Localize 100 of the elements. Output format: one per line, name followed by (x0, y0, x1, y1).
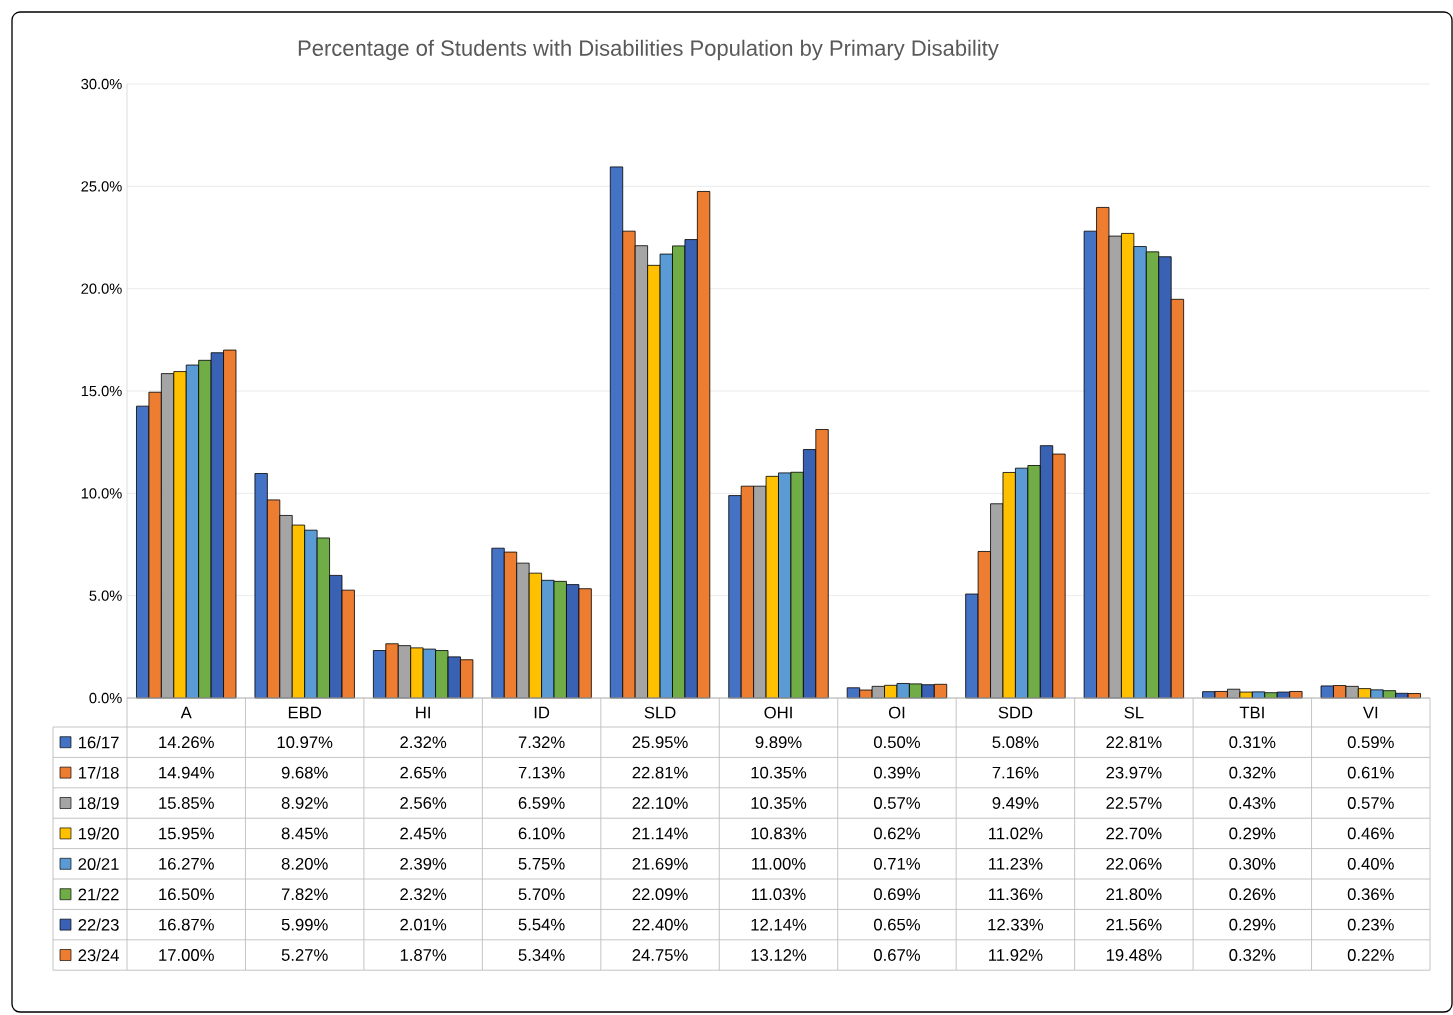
data-label: 1.87% (400, 949, 447, 961)
x-tick-label: OHI (764, 706, 792, 719)
x-tick-label: OI (888, 706, 905, 719)
data-label: 11.02% (989, 827, 1043, 840)
data-label: 6.10% (518, 827, 565, 840)
data-label: 6.59% (518, 797, 565, 809)
data-label: 22.40% (632, 918, 688, 931)
data-label: 15.85% (159, 797, 214, 809)
data-label: 7.32% (518, 736, 565, 749)
data-label: 22.10% (632, 797, 688, 809)
data-label: 0.50% (873, 736, 920, 749)
data-label: 17.00% (159, 949, 214, 961)
y-tick-label: 5.0% (89, 590, 122, 601)
data-label: 0.59% (1347, 736, 1394, 749)
data-label: 0.22% (1347, 949, 1394, 961)
data-label: 0.61% (1347, 766, 1394, 779)
data-label: 9.89% (755, 736, 802, 749)
data-label: 0.36% (1347, 888, 1394, 901)
y-tick-label: 10.0% (81, 488, 122, 499)
legend-label: 16/17 (78, 736, 119, 749)
data-label: 0.62% (873, 827, 920, 840)
data-label: 22.09% (632, 888, 688, 901)
data-label: 11.03% (752, 888, 806, 901)
data-label: 0.32% (1229, 949, 1276, 961)
data-label: 21.69% (632, 857, 688, 870)
data-label: 0.46% (1347, 827, 1394, 840)
legend-label: 17/18 (78, 766, 119, 779)
data-label: 0.39% (873, 766, 920, 779)
data-label: 22.81% (1106, 736, 1162, 749)
data-label: 2.32% (400, 736, 447, 749)
data-label: 5.70% (518, 888, 565, 901)
data-label: 0.57% (873, 797, 920, 809)
data-label: 5.75% (518, 857, 565, 870)
data-label: 21.80% (1106, 888, 1162, 901)
data-label: 16.50% (159, 888, 214, 901)
data-label: 22.06% (1106, 857, 1162, 870)
data-label: 2.32% (400, 888, 447, 901)
data-label: 14.26% (159, 736, 214, 749)
y-tick-label: 25.0% (81, 181, 122, 192)
data-label: 2.45% (400, 827, 447, 840)
data-label: 0.43% (1229, 797, 1276, 809)
legend-label: 18/19 (78, 796, 119, 810)
data-label: 10.35% (751, 797, 807, 809)
legend-label: 23/24 (78, 948, 119, 962)
y-tick-label: 0.0% (89, 692, 122, 704)
data-label: 0.31% (1229, 736, 1276, 749)
x-tick-label: EBD (288, 706, 322, 719)
chart-title: Percentage of Students with Disabilities Population by Primary Disability (298, 39, 999, 61)
legend-label: 21/22 (78, 888, 119, 901)
data-label: 0.65% (873, 918, 920, 931)
legend-label: 19/20 (78, 827, 119, 840)
data-label: 11.00% (752, 857, 806, 870)
data-label: 5.99% (281, 918, 328, 931)
data-label: 16.27% (159, 857, 214, 870)
x-tick-label: SDD (998, 706, 1033, 719)
data-label: 8.92% (281, 797, 328, 809)
data-label: 0.57% (1347, 797, 1394, 809)
data-label: 7.13% (518, 766, 565, 779)
x-tick-label: VI (1363, 706, 1378, 719)
data-label: 10.97% (277, 736, 333, 749)
data-label: 16.87% (159, 918, 214, 931)
data-label: 0.32% (1229, 766, 1276, 779)
data-label: 22.57% (1106, 797, 1162, 809)
y-tick-label: 20.0% (81, 283, 122, 294)
x-tick-label: SL (1124, 706, 1144, 719)
data-label: 23.97% (1106, 766, 1162, 779)
data-label: 15.95% (159, 827, 214, 840)
y-tick-label: 30.0% (81, 78, 122, 90)
data-label: 0.23% (1347, 918, 1394, 931)
x-tick-label: TBI (1239, 706, 1264, 719)
data-label: 9.68% (281, 766, 328, 779)
data-label: 12.33% (988, 918, 1044, 931)
data-label: 11.92% (989, 949, 1043, 961)
data-label: 0.71% (873, 857, 920, 870)
data-label: 10.83% (751, 827, 807, 840)
data-label: 21.56% (1106, 918, 1162, 931)
data-label: 19.48% (1106, 949, 1162, 961)
x-tick-label: HI (416, 706, 430, 719)
data-label: 5.34% (518, 949, 565, 961)
x-tick-label: SLD (644, 706, 676, 719)
data-label: 0.30% (1229, 857, 1276, 870)
data-label: 9.49% (992, 797, 1039, 809)
data-label: 22.70% (1106, 827, 1162, 840)
data-label: 7.82% (281, 888, 328, 901)
data-label: 22.81% (632, 766, 688, 779)
legend-label: 22/23 (78, 918, 119, 931)
x-tick-label: ID (534, 706, 550, 719)
data-label: 25.95% (632, 736, 688, 749)
data-label: 0.67% (873, 949, 920, 961)
data-label: 0.29% (1229, 827, 1276, 840)
data-label: 2.39% (400, 857, 447, 870)
data-label: 24.75% (632, 949, 688, 961)
data-label: 10.35% (751, 766, 807, 779)
data-label: 0.40% (1347, 857, 1394, 870)
data-label: 11.36% (989, 888, 1043, 901)
data-label: 13.12% (751, 949, 807, 961)
data-label: 2.01% (400, 918, 447, 931)
data-label: 5.54% (518, 918, 565, 931)
data-label: 8.20% (281, 857, 328, 870)
data-label: 12.14% (751, 918, 807, 931)
